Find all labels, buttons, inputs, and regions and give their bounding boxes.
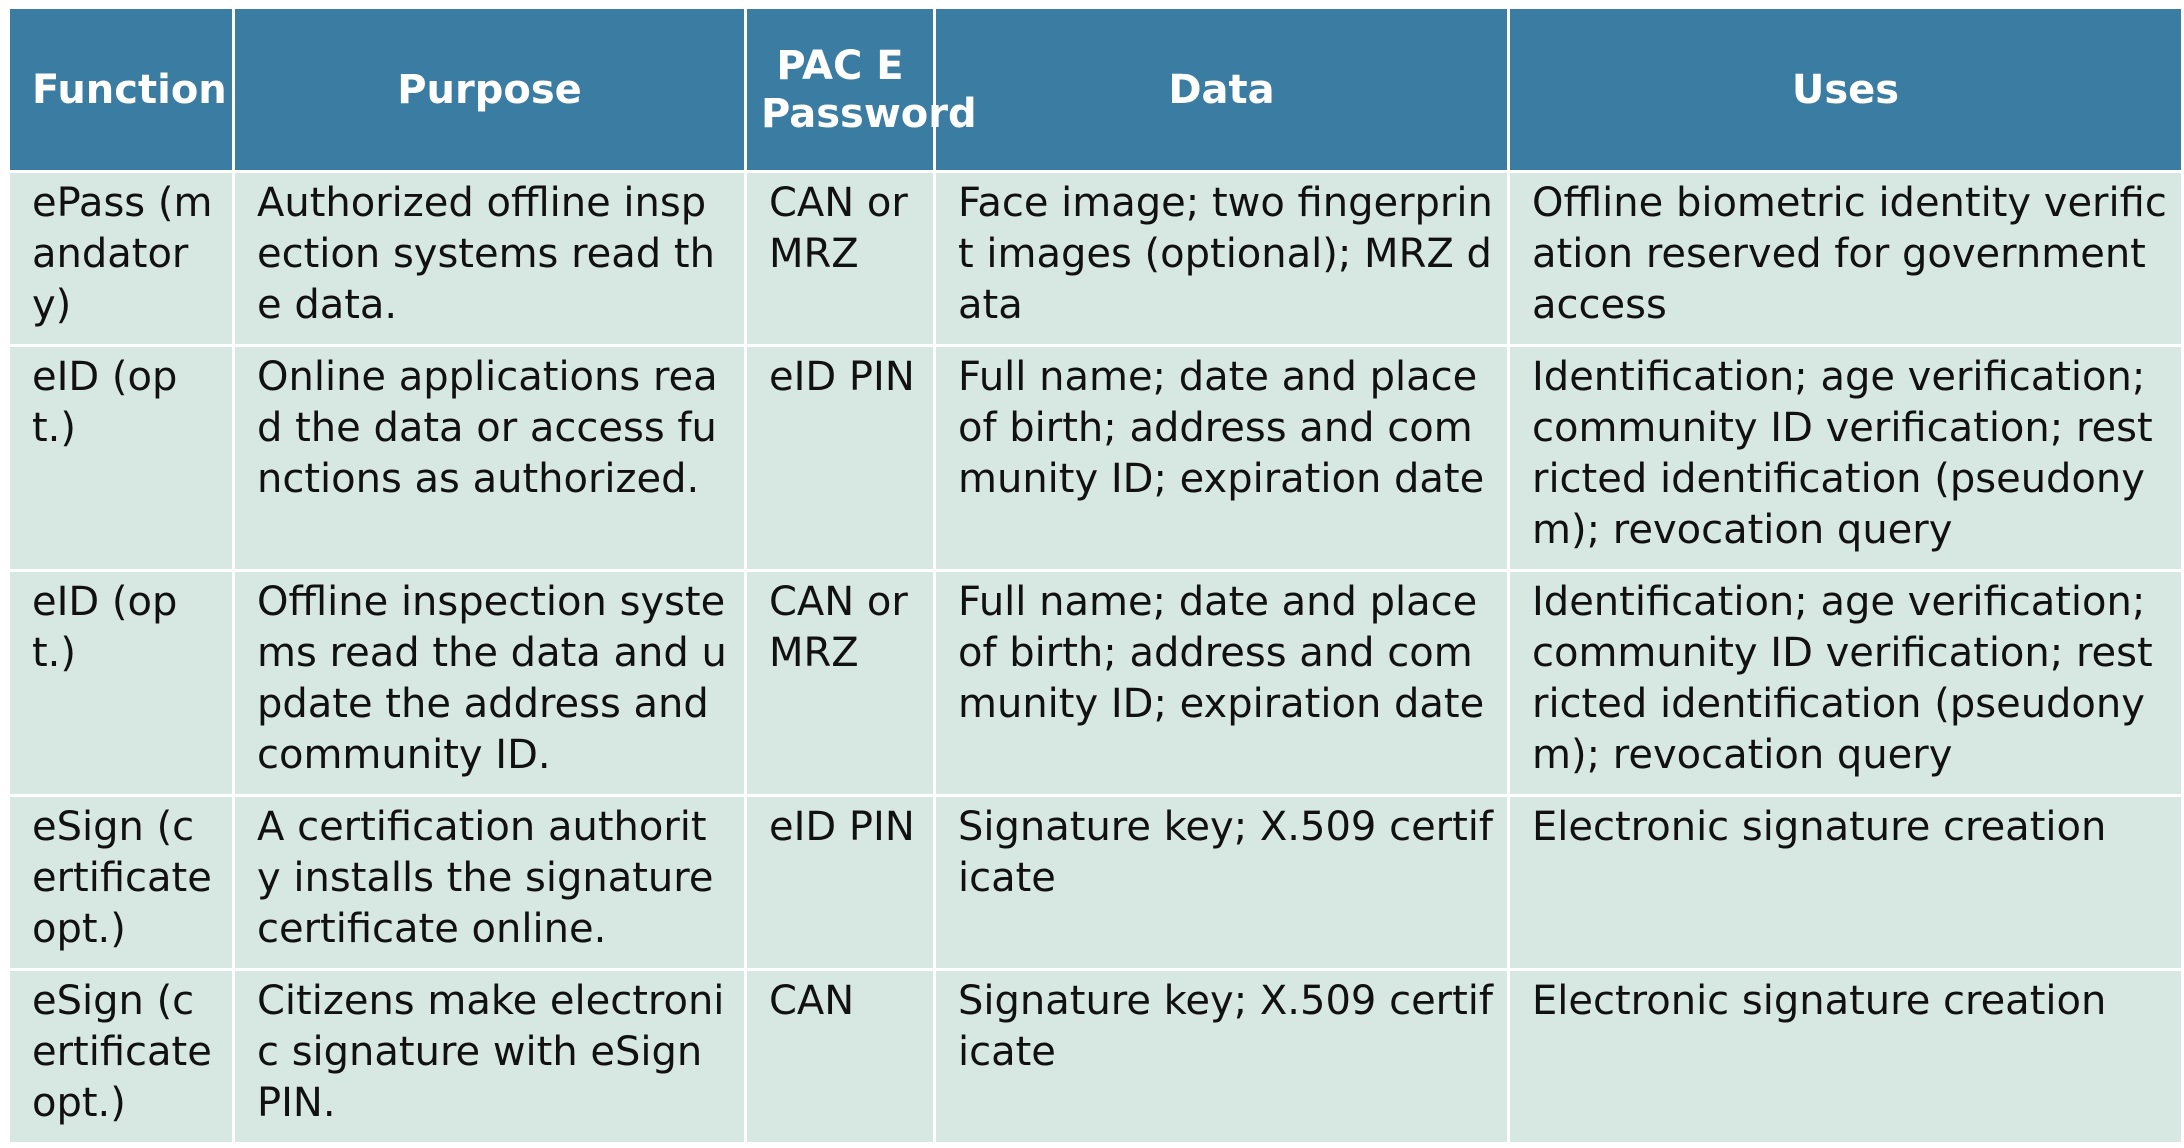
header-data: Data: [933, 6, 1510, 173]
cell-purpose: Citizens make electronic signature with …: [232, 968, 747, 1145]
cell-uses: Electronic signature creation: [1507, 794, 2184, 971]
cell-data: Full name; date and place of birth; addr…: [933, 569, 1510, 797]
cell-uses: Electronic signature creation: [1507, 968, 2184, 1145]
cell-password: CAN or MRZ: [744, 569, 936, 797]
table-row: eSign (certificate opt.) A certification…: [7, 794, 2184, 971]
cell-function: eSign (certificate opt.): [7, 968, 235, 1145]
cell-uses: Identification; age verification; commun…: [1507, 344, 2184, 572]
functions-table: Function Purpose PAC E Password Data Use…: [7, 6, 2184, 1145]
cell-purpose: Authorized offline inspection systems re…: [232, 170, 747, 347]
cell-data: Full name; date and place of birth; addr…: [933, 344, 1510, 572]
cell-password: eID PIN: [744, 794, 936, 971]
cell-function: eID (opt.): [7, 344, 235, 572]
cell-data: Face image; two fingerprint images (opti…: [933, 170, 1510, 347]
cell-purpose: Online applications read the data or acc…: [232, 344, 747, 572]
cell-function: ePass (mandatory): [7, 170, 235, 347]
header-row: Function Purpose PAC E Password Data Use…: [7, 6, 2184, 173]
table-row: ePass (mandatory) Authorized offline ins…: [7, 170, 2184, 347]
cell-data: Signature key; X.509 certificate: [933, 968, 1510, 1145]
cell-function: eID (opt.): [7, 569, 235, 797]
header-purpose: Purpose: [232, 6, 747, 173]
header-uses: Uses: [1507, 6, 2184, 173]
cell-password: CAN or MRZ: [744, 170, 936, 347]
header-password: PAC E Password: [744, 6, 977, 173]
cell-purpose: Offline inspection systems read the data…: [232, 569, 747, 797]
cell-uses: Offline biometric identity verification …: [1507, 170, 2184, 347]
header-function: Function: [7, 6, 235, 173]
cell-uses: Identification; age verification; commun…: [1507, 569, 2184, 797]
cell-password: CAN: [744, 968, 936, 1145]
cell-data: Signature key; X.509 certificate: [933, 794, 1510, 971]
cell-password: eID PIN: [744, 344, 936, 572]
cell-function: eSign (certificate opt.): [7, 794, 235, 971]
table-row: eID (opt.) Offline inspection systems re…: [7, 569, 2184, 797]
table-row: eSign (certificate opt.) Citizens make e…: [7, 968, 2184, 1145]
cell-purpose: A certification authority installs the s…: [232, 794, 747, 971]
table-row: eID (opt.) Online applications read the …: [7, 344, 2184, 572]
